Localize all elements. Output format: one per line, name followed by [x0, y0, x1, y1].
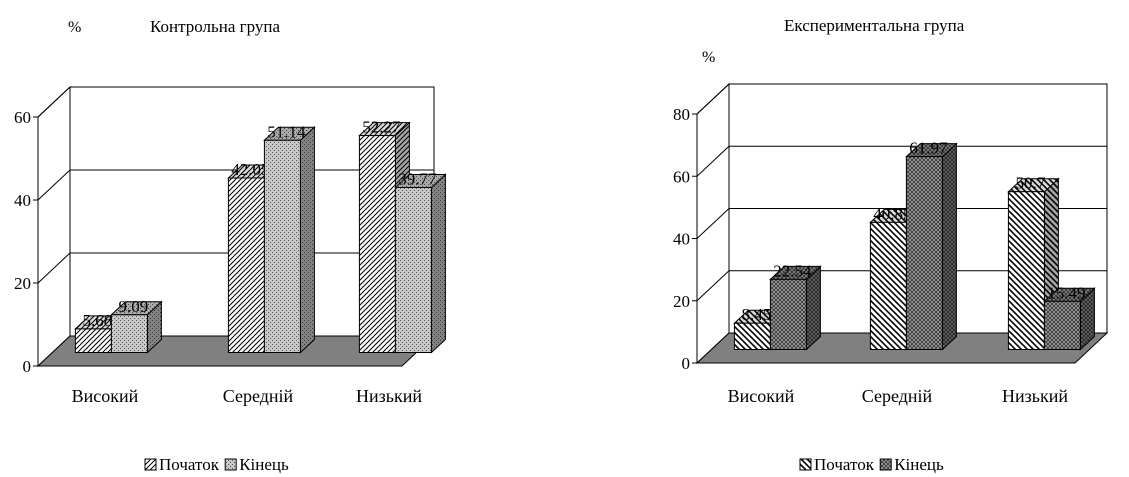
- chart1-grid-side: [37, 169, 71, 201]
- chart2-data-label: 15.49: [1047, 283, 1085, 302]
- chart1-bar-Початок-Високий: [74, 328, 112, 354]
- chart2-bar-Початок-Високий: [733, 322, 771, 350]
- chart1-category-label: Середній: [223, 386, 294, 406]
- chart1-y-tick-label: 20: [14, 274, 31, 293]
- chart1-category-label: Низький: [356, 386, 422, 406]
- chart1-bar-Початок-Низький: [358, 135, 396, 353]
- chart2-data-label: 61.97: [909, 139, 948, 158]
- chart2-legend-label: Початок: [814, 455, 875, 474]
- chart1-ylabel: %: [68, 19, 81, 36]
- chart1-bar-top-shade: [395, 174, 446, 188]
- chart1-legend-swatch: [144, 458, 157, 471]
- chart1-side-wall: [37, 85, 71, 368]
- chart1-bar-Кінець-Середній: [263, 139, 301, 353]
- chart1-plot: 0 20 40 60 5.68 9.09 Високий 42.05 51.14 Середній…: [14, 85, 447, 474]
- chart1-data-label: 51.14: [267, 122, 306, 141]
- chart1-bar-Початок-Середній: [227, 177, 265, 353]
- chart1-data-label: 42.05: [231, 160, 269, 179]
- chart2-bar-Початок-Середній: [869, 221, 907, 350]
- chart1-bar-top-shade: [264, 127, 315, 141]
- chart2-grid-side: [696, 145, 730, 177]
- chart1-bar-Кінець-Низький: [394, 186, 432, 353]
- chart1-data-label: 39.77: [398, 169, 437, 188]
- chart1-legend-swatch: [224, 458, 237, 471]
- chart2-data-label: 8.45: [742, 305, 772, 324]
- chart1-data-label: 9.09: [119, 297, 149, 316]
- chart1-data-label: 52.27: [362, 118, 401, 137]
- chart1-bar-side-shade: [300, 127, 315, 353]
- chart1-bar-side-shade: [431, 174, 446, 353]
- chart2-y-tick-label: 20: [673, 292, 690, 311]
- chart2-legend-swatch: [799, 458, 812, 471]
- chart1-bar-side-shade: [147, 301, 162, 353]
- chart1-grid-side: [37, 86, 71, 118]
- chart2-category-label: Високий: [728, 386, 795, 406]
- chart2-y-tick-label: 60: [673, 167, 690, 186]
- chart1-grid-side: [37, 252, 71, 284]
- chart1-title: Контрольна група: [150, 17, 280, 36]
- chart2-bar-Кінець-Низький: [1043, 300, 1081, 351]
- chart1-y-tick-label: 60: [14, 108, 31, 127]
- chart2-bar-Кінець-Високий: [769, 278, 807, 350]
- chart2-legend-label: Кінець: [894, 455, 944, 474]
- chart1-bar-top-shade: [359, 122, 410, 136]
- chart2-bar-top-shade: [770, 266, 821, 280]
- chart2-plot: 0 20 40 60 80 8.45 22.54 Високий 40.85 61.97 Серед…: [673, 82, 1109, 474]
- chart2-ylabel: %: [702, 49, 715, 66]
- chart1-data-label: 5.68: [83, 311, 113, 330]
- chart2-y-tick-label: 80: [673, 105, 690, 124]
- chart1-y-tick-label: 40: [14, 191, 31, 210]
- chart1-bar-Кінець-Високий: [110, 314, 148, 353]
- chart2-bar-Кінець-Середній: [905, 156, 943, 350]
- chart2-grid-side: [696, 208, 730, 239]
- chart1-bar-top-shade: [111, 301, 162, 315]
- chart2-grid-side: [696, 270, 730, 302]
- chart2-bar-top-shade: [1008, 178, 1059, 192]
- chart2-category-label: Середній: [862, 386, 933, 406]
- chart2-category-label: Низький: [1002, 386, 1068, 406]
- chart2-data-label: 40.85: [873, 204, 911, 223]
- chart1-legend-label: Початок: [159, 455, 220, 474]
- chart1-y-tick-label: 0: [23, 357, 32, 376]
- chart2-y-tick-label: 40: [673, 230, 690, 249]
- chart1-category-label: Високий: [72, 386, 139, 406]
- chart1-legend-label: Кінець: [239, 455, 289, 474]
- chart2-bar-Початок-Низький: [1007, 191, 1045, 350]
- chart2-data-label: 22.54: [773, 261, 812, 280]
- chart2-bar-top-shade: [906, 143, 957, 157]
- chart2-data-label: 50.7: [1016, 174, 1046, 193]
- chart2-bar-side-shade: [1080, 288, 1095, 350]
- chart2-y-tick-label: 0: [682, 354, 691, 373]
- chart2-grid-side: [696, 83, 730, 115]
- chart2-legend-swatch: [879, 458, 892, 471]
- chart2-bar-top-shade: [1044, 288, 1095, 302]
- chart2-bar-side-shade: [942, 143, 957, 350]
- chart2-bar-side-shade: [806, 266, 821, 350]
- chart2-title: Експериментальна група: [784, 16, 965, 35]
